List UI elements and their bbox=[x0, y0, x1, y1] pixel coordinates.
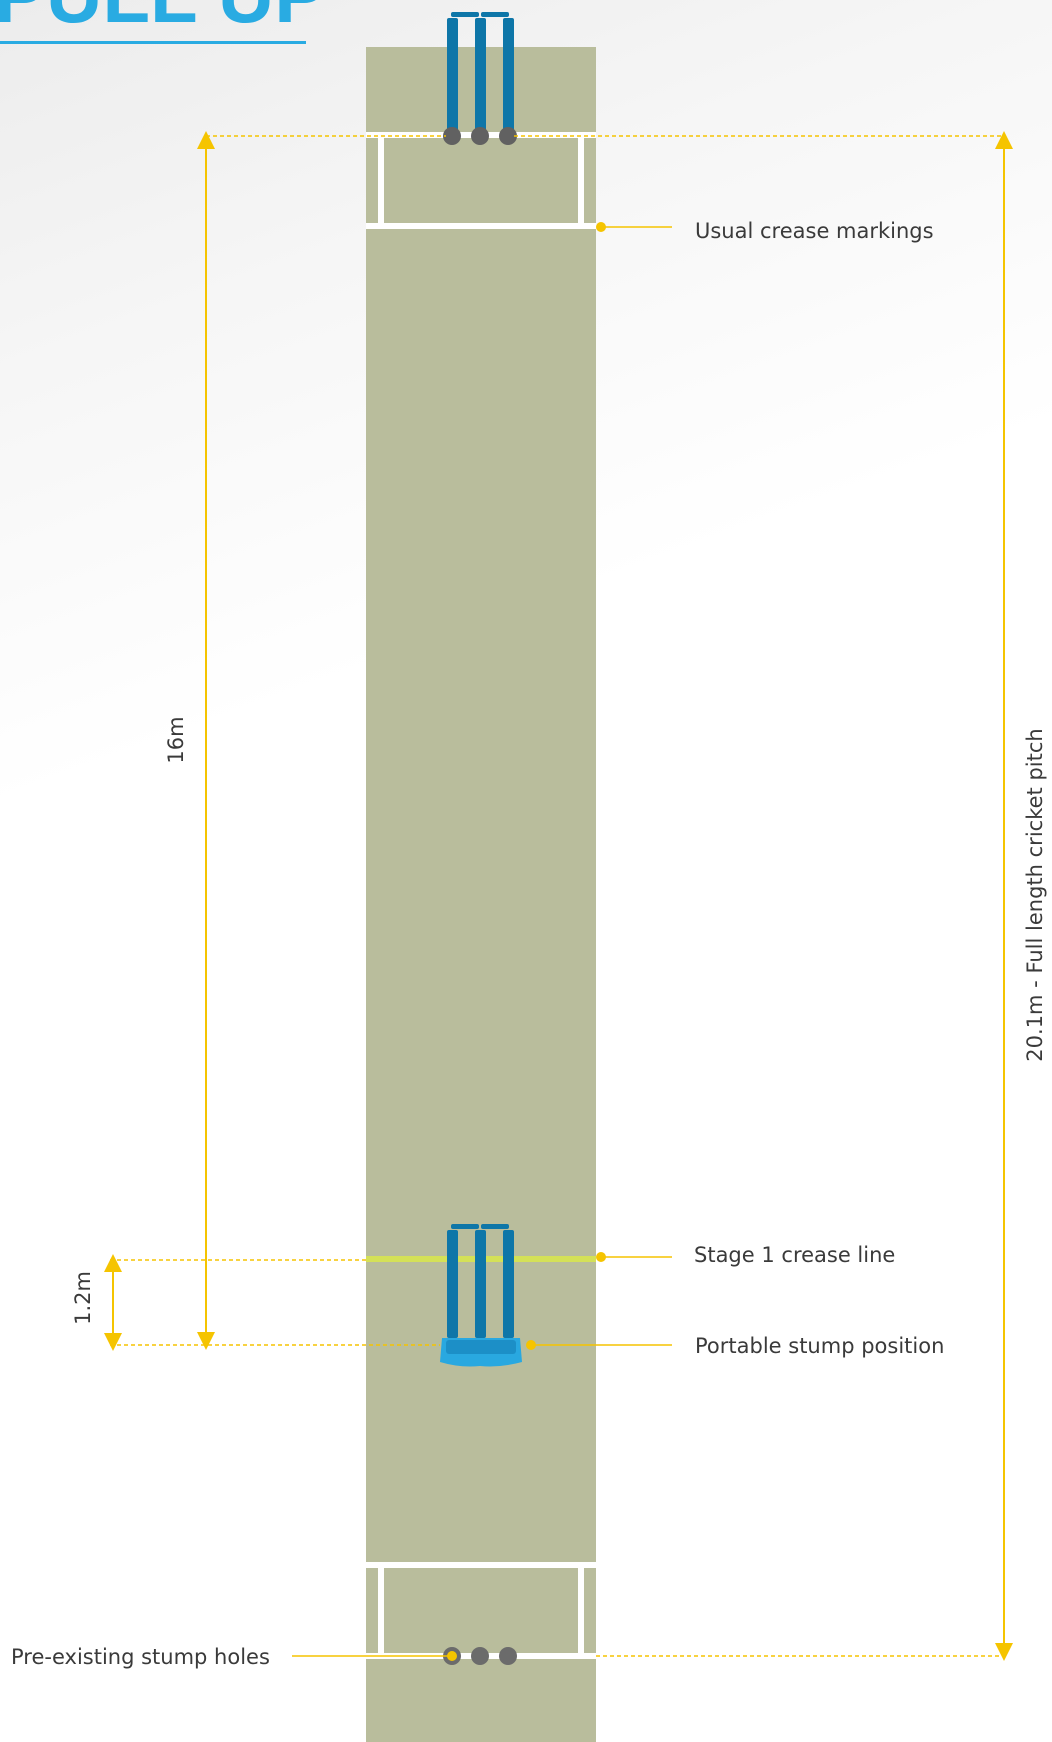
page-heading: PULL UP bbox=[0, 0, 326, 39]
callout-dots bbox=[526, 222, 606, 1350]
label-1-2m: 1.2m bbox=[71, 1271, 95, 1325]
label-stump-holes: Pre-existing stump holes bbox=[11, 1645, 270, 1669]
label-portable-stump: Portable stump position bbox=[695, 1334, 944, 1358]
heading-underline bbox=[0, 41, 306, 44]
callout-leaders bbox=[292, 226, 672, 1657]
cricket-pitch bbox=[366, 47, 596, 1742]
label-stage1-crease: Stage 1 crease line bbox=[694, 1243, 895, 1267]
portable-stumps-icon bbox=[440, 1224, 522, 1367]
dimension-guides bbox=[110, 135, 1004, 1657]
stump-hole-icon bbox=[443, 1647, 517, 1665]
label-16m: 16m bbox=[164, 716, 188, 763]
label-usual-crease: Usual crease markings bbox=[695, 219, 934, 243]
stumps-icon bbox=[443, 12, 517, 145]
dimension-arrows bbox=[104, 131, 1013, 1661]
label-full-length: 20.1m - Full length cricket pitch bbox=[1023, 728, 1047, 1061]
